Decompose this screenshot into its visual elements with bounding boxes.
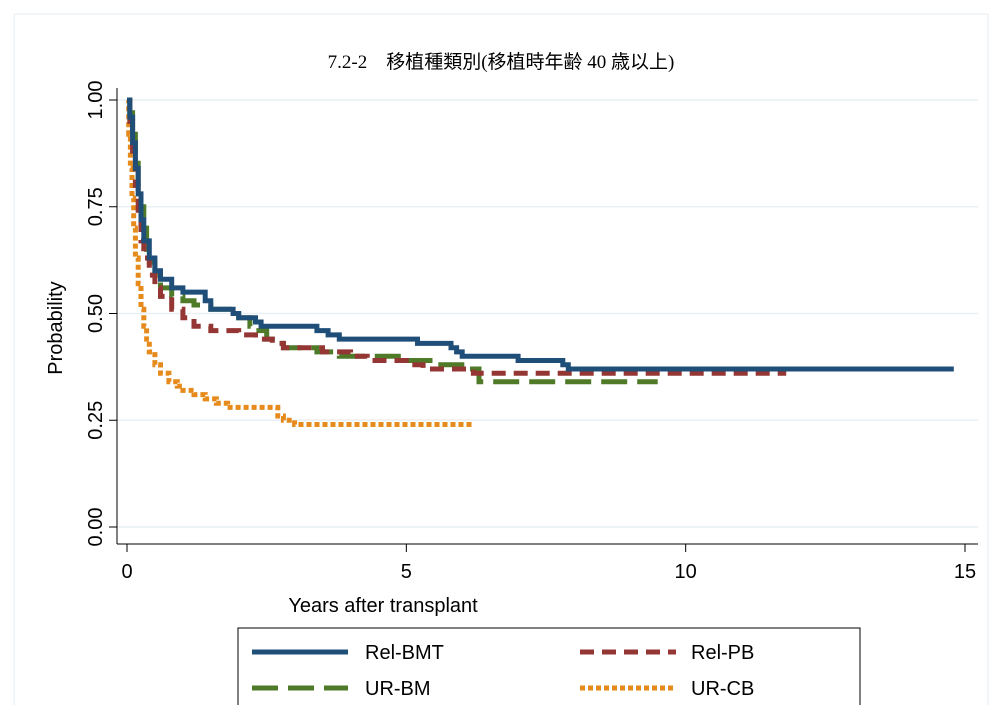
x-tick-label: 0: [121, 561, 132, 583]
x-tick-label: 5: [401, 561, 412, 583]
legend: Rel-BMT Rel-PB UR-BM UR-CB: [238, 628, 860, 705]
legend-label-rel-pb: Rel-PB: [691, 642, 754, 664]
y-tick-label: 0.00: [85, 508, 107, 547]
chart-background: [14, 14, 988, 705]
y-tick-label: 0.25: [85, 401, 107, 440]
y-tick-label: 1.00: [85, 81, 107, 120]
chart-title: 7.2-2 移植種類別(移植時年齢 40 歳以上): [328, 51, 675, 73]
legend-label-ur-cb: UR-CB: [691, 678, 754, 700]
legend-label-rel-bmt: Rel-BMT: [365, 642, 444, 664]
x-axis-label: Years after transplant: [288, 595, 478, 617]
legend-label-ur-bm: UR-BM: [365, 678, 431, 700]
y-tick-label: 0.75: [85, 187, 107, 226]
legend-box: [238, 628, 860, 705]
y-tick-label: 0.50: [85, 294, 107, 333]
y-axis-label: Probability: [45, 281, 67, 374]
x-tick-label: 10: [675, 561, 697, 583]
x-tick-label: 15: [954, 561, 976, 583]
